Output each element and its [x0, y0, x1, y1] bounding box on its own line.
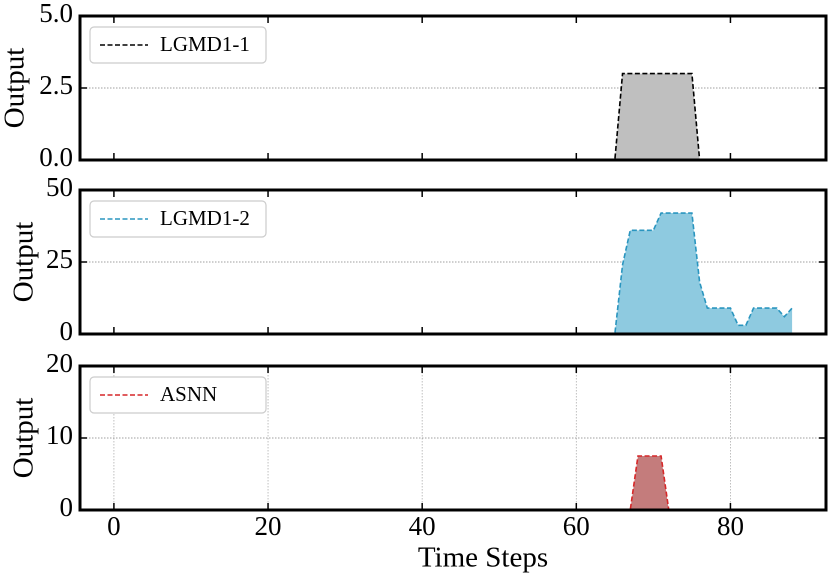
- y-tick-label: 0: [60, 492, 74, 522]
- legend-label: LGMD1-2: [160, 206, 250, 230]
- y-tick-label: 0.0: [39, 142, 73, 172]
- x-tick-label: 40: [409, 511, 436, 541]
- y-axis-label: Output: [8, 398, 40, 479]
- legend-label: LGMD1-1: [160, 32, 250, 56]
- area: [113, 456, 793, 510]
- y-tick-label: 10: [46, 420, 73, 450]
- area: [113, 73, 793, 160]
- legend-label: ASNN: [160, 382, 217, 406]
- legend-box: [89, 200, 267, 238]
- x-axis-label: Time Steps: [418, 542, 548, 574]
- axes-frame: [78, 14, 828, 162]
- y-tick-label: 50: [46, 172, 73, 202]
- y-tick-label: 2.5: [39, 70, 73, 100]
- legend-box: [89, 26, 267, 64]
- y-tick-label: 25: [46, 244, 73, 274]
- line: [113, 455, 793, 511]
- legend-box: [89, 376, 267, 414]
- y-tick-label: 20: [46, 348, 73, 378]
- x-tick-label: 20: [255, 511, 282, 541]
- axes-frame: [78, 188, 828, 336]
- y-axis-label: Output: [0, 48, 31, 129]
- area: [113, 213, 793, 334]
- y-tick-label: 0: [60, 316, 74, 346]
- y-axis-label: Output: [8, 222, 40, 303]
- x-tick-label: 80: [717, 511, 744, 541]
- x-tick-label: 60: [563, 511, 590, 541]
- y-tick-label: 5.0: [39, 0, 73, 28]
- x-tick-label: 0: [107, 511, 121, 541]
- axes-frame: [78, 364, 828, 512]
